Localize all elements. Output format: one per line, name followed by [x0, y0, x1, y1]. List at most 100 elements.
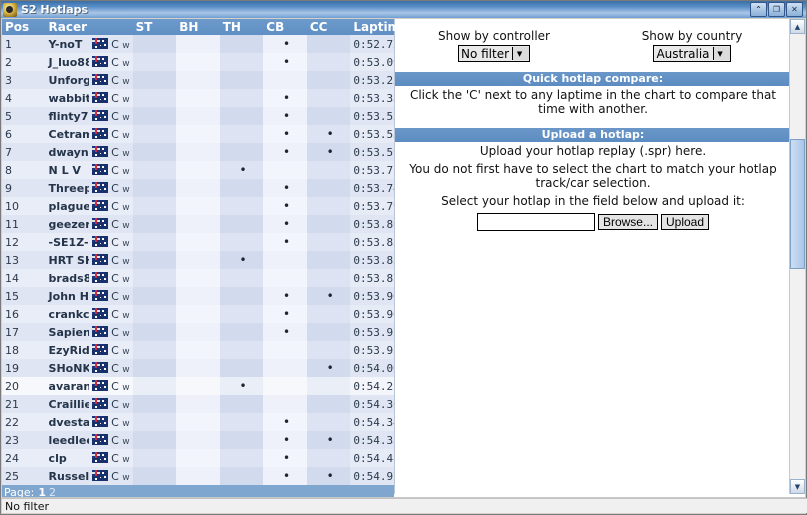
pager-page-2[interactable]: 2 [49, 486, 56, 499]
compare-link[interactable]: C [111, 37, 119, 51]
compare-link[interactable]: C [111, 289, 119, 303]
cell-racer-name[interactable]: N L V [45, 161, 90, 179]
table-row[interactable]: 12-SE1Z-C w•0:53.830 [2, 233, 394, 251]
table-row[interactable]: 11geezer45C w•0:53.800 [2, 215, 394, 233]
compare-link[interactable]: C [111, 415, 119, 429]
compare-link[interactable]: C [111, 325, 119, 339]
replay-link[interactable]: w [122, 184, 130, 195]
cell-racer-name[interactable]: dvestate [45, 413, 90, 431]
replay-link[interactable]: w [122, 400, 130, 411]
cell-racer-name[interactable]: J_luo88 [45, 53, 90, 71]
cell-racer-name[interactable]: Craillie [45, 395, 90, 413]
compare-link[interactable]: C [111, 181, 119, 195]
replay-link[interactable]: w [122, 382, 130, 393]
chevron-down-icon[interactable]: ▼ [512, 47, 530, 60]
cell-racer-name[interactable]: clp [45, 449, 90, 467]
compare-link[interactable]: C [111, 469, 119, 483]
replay-link[interactable]: w [122, 112, 130, 123]
maximize-button[interactable]: ❐ [768, 2, 785, 17]
col-header-cc[interactable]: CC [306, 19, 351, 35]
cell-racer-name[interactable]: brads82 [45, 269, 90, 287]
compare-link[interactable]: C [111, 343, 119, 357]
browse-button[interactable]: Browse... [597, 214, 658, 230]
compare-link[interactable]: C [111, 451, 119, 465]
cell-racer-name[interactable]: Sapient [45, 323, 90, 341]
compare-link[interactable]: C [111, 235, 119, 249]
compare-link[interactable]: C [111, 307, 119, 321]
scrollbar-thumb[interactable] [790, 139, 805, 269]
compare-link[interactable]: C [111, 217, 119, 231]
cell-racer-name[interactable]: plague [45, 197, 90, 215]
replay-link[interactable]: w [122, 76, 130, 87]
replay-link[interactable]: w [122, 148, 130, 159]
close-button[interactable]: ✕ [786, 2, 803, 17]
compare-link[interactable]: C [111, 163, 119, 177]
minimize-button[interactable]: ⌃ [750, 2, 767, 17]
cell-racer-name[interactable]: leedleed45 [45, 431, 90, 449]
compare-link[interactable]: C [111, 145, 119, 159]
vertical-scrollbar[interactable]: ▲ ▼ [789, 19, 805, 494]
pager-current[interactable]: 1 [38, 486, 46, 499]
replay-link[interactable]: w [122, 472, 130, 483]
replay-link[interactable]: w [122, 346, 130, 357]
compare-link[interactable]: C [111, 433, 119, 447]
col-header-th[interactable]: TH [219, 19, 264, 35]
compare-link[interactable]: C [111, 397, 119, 411]
cell-racer-name[interactable]: Threeps [45, 179, 90, 197]
cell-racer-name[interactable]: Russell Brooker [45, 467, 90, 485]
replay-link[interactable]: w [122, 274, 130, 285]
country-filter-select[interactable]: Australia ▼ [653, 45, 731, 62]
col-header-racer[interactable]: Racer [45, 19, 90, 35]
table-row[interactable]: 18EzyRiderC w0:53.950 [2, 341, 394, 359]
table-row[interactable]: 5flinty72C w•0:53.530 [2, 107, 394, 125]
cell-racer-name[interactable]: Unforgiven [45, 71, 90, 89]
cell-racer-name[interactable]: EzyRider [45, 341, 90, 359]
cell-racer-name[interactable]: HRT SHAUN [45, 251, 90, 269]
replay-link[interactable]: w [122, 238, 130, 249]
replay-link[interactable]: w [122, 310, 130, 321]
cell-racer-name[interactable]: John Henry [45, 287, 90, 305]
compare-link[interactable]: C [111, 127, 119, 141]
compare-link[interactable]: C [111, 271, 119, 285]
col-header-cb[interactable]: CB [263, 19, 307, 35]
col-header-pos[interactable]: Pos [2, 19, 46, 35]
table-row[interactable]: 17SapientC w•0:53.920 [2, 323, 394, 341]
compare-link[interactable]: C [111, 253, 119, 267]
cell-racer-name[interactable]: avaran [45, 377, 90, 395]
table-row[interactable]: 19SHoNKYC w•0:54.060 [2, 359, 394, 377]
replay-link[interactable]: w [122, 58, 130, 69]
replay-link[interactable]: w [122, 166, 130, 177]
compare-link[interactable]: C [111, 361, 119, 375]
replay-link[interactable]: w [122, 202, 130, 213]
cell-racer-name[interactable]: Y-noT [45, 35, 90, 53]
replay-link[interactable]: w [122, 454, 130, 465]
scroll-up-arrow-icon[interactable]: ▲ [790, 19, 805, 34]
col-header-bh[interactable]: BH [176, 19, 220, 35]
replay-link[interactable]: w [122, 40, 130, 51]
table-row[interactable]: 7dwaynoC w••0:53.590 [2, 143, 394, 161]
table-row[interactable]: 8N L VC w•0:53.720 [2, 161, 394, 179]
cell-racer-name[interactable]: crankcase [45, 305, 90, 323]
compare-link[interactable]: C [111, 73, 119, 87]
cell-racer-name[interactable]: -SE1Z- [45, 233, 90, 251]
compare-link[interactable]: C [111, 379, 119, 393]
compare-link[interactable]: C [111, 109, 119, 123]
replay-link[interactable]: w [122, 220, 130, 231]
col-header-laptime[interactable]: Laptime [350, 19, 408, 35]
table-row[interactable]: 3UnforgivenC w0:53.230 [2, 71, 394, 89]
replay-link[interactable]: w [122, 292, 130, 303]
replay-link[interactable]: w [122, 418, 130, 429]
replay-link[interactable]: w [122, 94, 130, 105]
chevron-down-icon[interactable]: ▼ [712, 47, 730, 60]
controller-filter-select[interactable]: No filter ▼ [457, 45, 531, 62]
compare-link[interactable]: C [111, 55, 119, 69]
